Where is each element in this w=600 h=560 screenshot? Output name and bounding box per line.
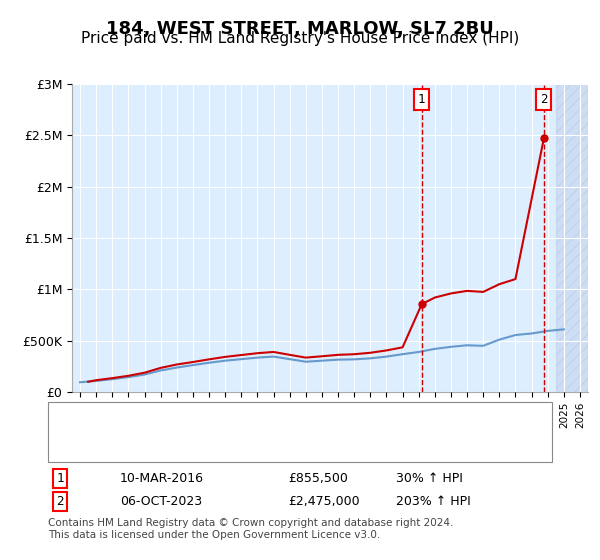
Text: 06-OCT-2023: 06-OCT-2023	[120, 494, 202, 508]
Text: 2: 2	[540, 93, 548, 106]
Text: HPI: Average price, detached house, Buckinghamshire: HPI: Average price, detached house, Buck…	[105, 435, 408, 445]
Text: £855,500: £855,500	[288, 472, 348, 486]
Text: Contains HM Land Registry data © Crown copyright and database right 2024.
This d: Contains HM Land Registry data © Crown c…	[48, 519, 454, 540]
Text: £2,475,000: £2,475,000	[288, 494, 359, 508]
Text: —: —	[78, 430, 90, 449]
Text: Price paid vs. HM Land Registry's House Price Index (HPI): Price paid vs. HM Land Registry's House …	[81, 31, 519, 46]
Text: 1: 1	[418, 93, 425, 106]
Text: 184, WEST STREET, MARLOW, SL7 2BU: 184, WEST STREET, MARLOW, SL7 2BU	[106, 20, 494, 38]
Text: 2: 2	[56, 494, 64, 508]
Bar	[556, 84, 588, 392]
Text: 1: 1	[56, 472, 64, 486]
Text: 184, WEST STREET, MARLOW, SL7 2BU (detached house): 184, WEST STREET, MARLOW, SL7 2BU (detac…	[105, 412, 424, 422]
Text: 10-MAR-2016: 10-MAR-2016	[120, 472, 204, 486]
Text: 203% ↑ HPI: 203% ↑ HPI	[396, 494, 471, 508]
Text: —: —	[78, 408, 90, 427]
Text: 30% ↑ HPI: 30% ↑ HPI	[396, 472, 463, 486]
